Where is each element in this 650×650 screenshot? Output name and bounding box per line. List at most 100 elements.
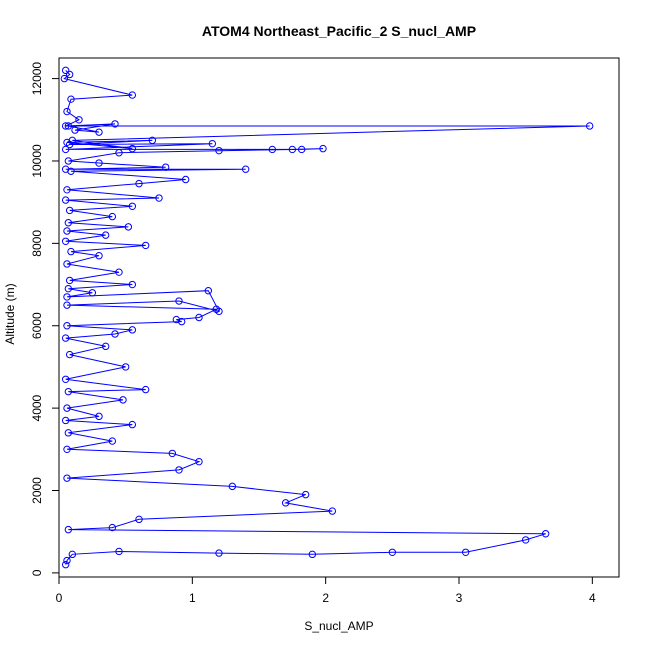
data-point <box>168 449 177 458</box>
data-point <box>63 293 71 301</box>
y-tick-label: 2000 <box>30 477 44 504</box>
data-point <box>115 547 123 556</box>
data-point <box>95 159 103 167</box>
data-point <box>67 167 75 175</box>
y-tick-label: 6000 <box>30 312 44 339</box>
y-axis-label: Altitude (m) <box>3 283 17 344</box>
data-point <box>61 560 70 569</box>
data-point <box>63 107 71 116</box>
data-point <box>128 91 137 99</box>
data-point <box>63 301 71 309</box>
y-tick-label: 10000 <box>30 144 44 178</box>
data-point <box>175 466 183 474</box>
data-point <box>212 305 221 313</box>
data-point <box>60 74 69 83</box>
data-point <box>228 482 237 491</box>
data-point <box>65 140 74 149</box>
data-point <box>301 490 310 499</box>
data-point <box>63 404 71 412</box>
data-point <box>64 284 73 293</box>
data-point <box>135 179 143 188</box>
data-point <box>61 196 70 204</box>
data-point <box>175 297 183 305</box>
data-point <box>121 363 130 371</box>
data-point <box>64 429 73 437</box>
data-point <box>268 145 277 154</box>
data-point <box>63 260 71 268</box>
data-point <box>388 548 397 556</box>
x-axis: 0 1 2 3 4 <box>56 576 596 605</box>
y-axis: 0 2000 4000 6000 8000 10000 12000 <box>30 62 60 576</box>
data-point <box>63 474 71 482</box>
data-point <box>63 445 71 454</box>
data-point <box>67 95 75 103</box>
x-tick-label: 4 <box>589 591 596 605</box>
data-point <box>101 342 110 351</box>
data-point <box>115 268 123 276</box>
data-point <box>585 122 594 130</box>
data-point <box>64 387 73 396</box>
data-point <box>64 122 73 130</box>
data-point <box>67 247 75 256</box>
data-point <box>65 206 74 215</box>
data-point <box>308 550 317 559</box>
data-point <box>63 186 71 194</box>
data-point <box>61 416 70 425</box>
data-point <box>128 420 137 429</box>
series-line <box>63 70 590 565</box>
data-point <box>61 145 70 154</box>
data-point <box>297 145 306 154</box>
data-point <box>215 549 223 557</box>
data-point <box>71 126 79 134</box>
data-point <box>63 227 71 235</box>
data-point <box>115 149 123 157</box>
data-point <box>75 116 83 124</box>
data-point <box>195 313 203 322</box>
data-point <box>108 437 117 445</box>
data-point <box>128 326 137 334</box>
data-point <box>161 163 170 171</box>
x-axis-label: S_nucl_AMP <box>304 619 373 633</box>
data-point <box>241 165 250 173</box>
data-point <box>128 202 137 210</box>
data-point <box>61 237 70 245</box>
data-point <box>208 139 217 148</box>
data-point <box>68 550 77 559</box>
data-point <box>128 144 137 153</box>
plot-area <box>60 66 594 569</box>
data-point <box>541 530 550 538</box>
data-point <box>61 66 70 75</box>
x-tick-label: 3 <box>456 591 463 605</box>
data-point <box>95 128 103 136</box>
data-point <box>108 212 117 221</box>
data-point <box>155 194 163 202</box>
data-point <box>63 556 71 565</box>
data-point <box>61 122 70 130</box>
data-point <box>65 350 74 359</box>
data-point <box>64 525 73 534</box>
y-tick-label: 12000 <box>30 62 44 96</box>
data-point <box>111 120 119 128</box>
y-tick-label: 8000 <box>30 230 44 257</box>
data-point <box>461 548 470 556</box>
data-point <box>64 219 73 227</box>
chart-title: ATOM4 Northeast_Pacific_2 S_nucl_AMP <box>202 23 476 39</box>
data-point <box>108 523 117 532</box>
data-point <box>101 231 110 239</box>
x-tick-label: 2 <box>322 591 329 605</box>
data-point <box>135 515 143 524</box>
data-point <box>124 223 133 231</box>
data-point <box>88 289 97 297</box>
data-point <box>61 334 70 342</box>
data-point <box>111 330 119 338</box>
data-point <box>521 536 530 544</box>
data-point <box>95 252 103 260</box>
data-point <box>215 146 223 155</box>
data-point <box>119 396 127 404</box>
data-point <box>281 499 290 507</box>
data-point <box>177 317 186 326</box>
data-point <box>204 287 213 295</box>
data-point <box>181 175 190 184</box>
data-point <box>65 276 74 285</box>
